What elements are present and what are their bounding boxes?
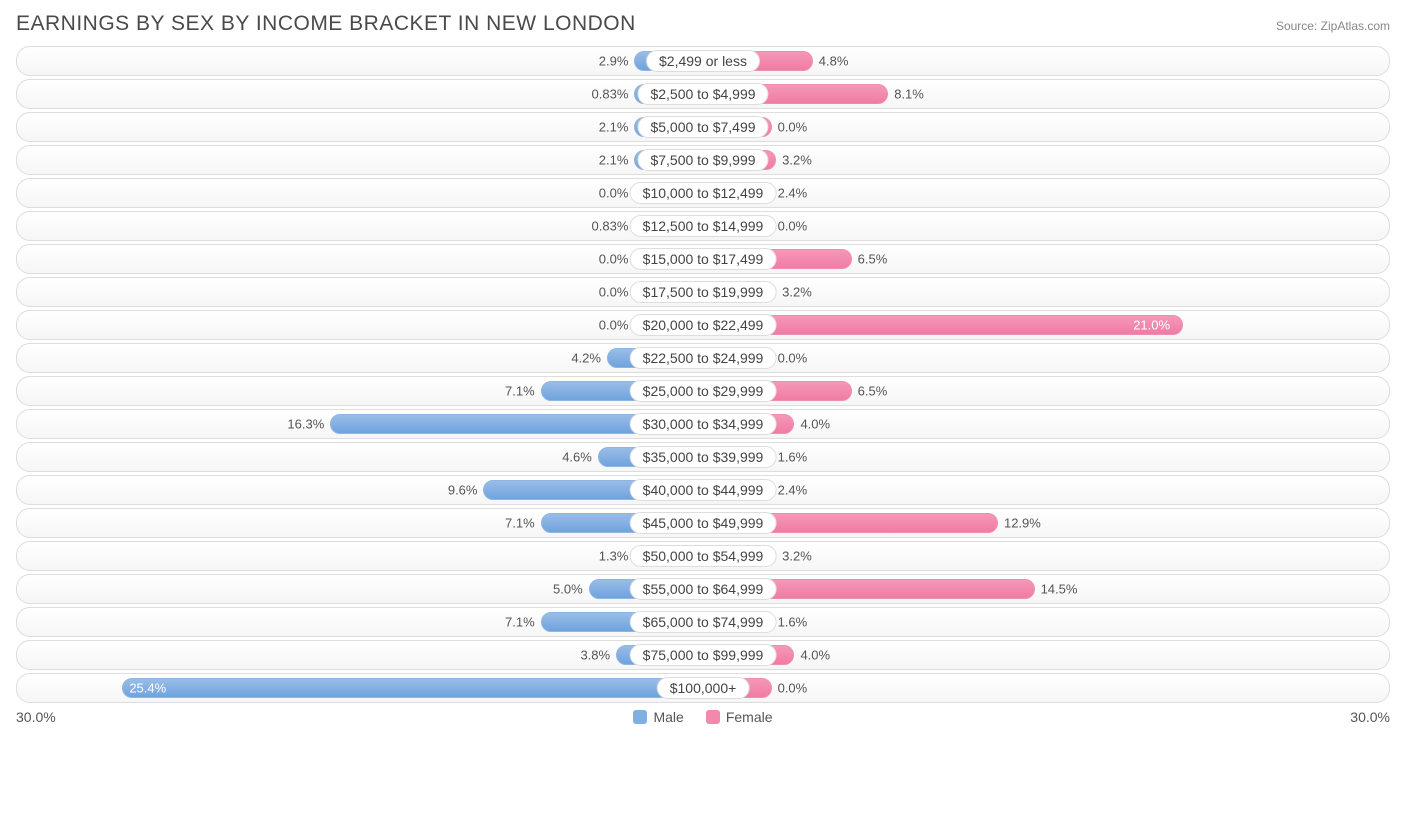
bracket-label: $65,000 to $74,999 (630, 611, 777, 633)
chart-row: 4.6% 1.6%$35,000 to $39,999 (16, 442, 1390, 472)
female-swatch-icon (706, 710, 720, 724)
bracket-label: $40,000 to $44,999 (630, 479, 777, 501)
bracket-label: $15,000 to $17,499 (630, 248, 777, 270)
chart-row: 4.2% 0.0%$22,500 to $24,999 (16, 343, 1390, 373)
male-pct-label: 9.6% (448, 483, 478, 498)
male-bar (122, 678, 703, 698)
female-pct-label: 0.0% (778, 351, 808, 366)
male-pct-label: 0.0% (599, 252, 629, 267)
male-pct-label: 0.0% (599, 285, 629, 300)
chart-row: 3.8% 4.0% $75,000 to $99,999 (16, 640, 1390, 670)
bracket-label: $20,000 to $22,499 (630, 314, 777, 336)
chart-row: 0.0% 2.4%$10,000 to $12,499 (16, 178, 1390, 208)
chart-header: EARNINGS BY SEX BY INCOME BRACKET IN NEW… (16, 12, 1390, 36)
male-pct-label: 3.8% (580, 648, 610, 663)
female-pct-label: 3.2% (782, 285, 812, 300)
bracket-label: $45,000 to $49,999 (630, 512, 777, 534)
male-pct-label: 25.4% (129, 681, 166, 696)
chart-row: 25.4% 0.0% $100,000+ (16, 673, 1390, 703)
bracket-label: $100,000+ (657, 677, 750, 699)
male-pct-label: 7.1% (505, 615, 535, 630)
bracket-label: $75,000 to $99,999 (630, 644, 777, 666)
male-pct-label: 0.83% (592, 87, 629, 102)
bracket-label: $2,499 or less (646, 50, 760, 72)
female-pct-label: 4.0% (800, 417, 830, 432)
bracket-label: $5,000 to $7,499 (637, 116, 768, 138)
legend-male-label: Male (653, 709, 683, 725)
male-pct-label: 5.0% (553, 582, 583, 597)
male-swatch-icon (633, 710, 647, 724)
female-pct-label: 4.8% (819, 54, 849, 69)
female-pct-label: 2.4% (778, 186, 808, 201)
bracket-label: $55,000 to $64,999 (630, 578, 777, 600)
bracket-label: $17,500 to $19,999 (630, 281, 777, 303)
bracket-label: $10,000 to $12,499 (630, 182, 777, 204)
female-pct-label: 3.2% (782, 549, 812, 564)
bracket-label: $22,500 to $24,999 (630, 347, 777, 369)
bracket-label: $7,500 to $9,999 (637, 149, 768, 171)
diverging-bar-chart: 2.9% 4.8% $2,499 or less 0.83% 8.1% $2,500 to… (16, 46, 1390, 703)
male-pct-label: 0.0% (599, 186, 629, 201)
chart-row: 16.3% 4.0% $30,000 to $34,999 (16, 409, 1390, 439)
legend-item-male: Male (633, 709, 683, 725)
male-pct-label: 7.1% (505, 516, 535, 531)
male-pct-label: 0.0% (599, 318, 629, 333)
female-pct-label: 4.0% (800, 648, 830, 663)
chart-footer: 30.0% Male Female 30.0% (16, 709, 1390, 725)
male-pct-label: 1.3% (599, 549, 629, 564)
bracket-label: $30,000 to $34,999 (630, 413, 777, 435)
chart-row: 0.0% 3.2% $17,500 to $19,999 (16, 277, 1390, 307)
chart-row: 2.1% 3.2% $7,500 to $9,999 (16, 145, 1390, 175)
chart-row: 0.83% 8.1% $2,500 to $4,999 (16, 79, 1390, 109)
bracket-label: $2,500 to $4,999 (637, 83, 768, 105)
chart-row: 7.1% 1.6%$65,000 to $74,999 (16, 607, 1390, 637)
bracket-label: $12,500 to $14,999 (630, 215, 777, 237)
legend-female-label: Female (726, 709, 773, 725)
female-pct-label: 2.4% (778, 483, 808, 498)
female-pct-label: 12.9% (1004, 516, 1041, 531)
legend: Male Female (633, 709, 772, 725)
male-pct-label: 7.1% (505, 384, 535, 399)
female-pct-label: 3.2% (782, 153, 812, 168)
axis-left-max: 30.0% (16, 709, 56, 725)
female-pct-label: 1.6% (778, 450, 808, 465)
female-pct-label: 6.5% (858, 384, 888, 399)
female-pct-label: 21.0% (1133, 318, 1170, 333)
male-pct-label: 2.1% (599, 120, 629, 135)
chart-row: 5.0% 14.5% $55,000 to $64,999 (16, 574, 1390, 604)
chart-row: 0.83% 0.0%$12,500 to $14,999 (16, 211, 1390, 241)
female-pct-label: 0.0% (778, 681, 808, 696)
female-pct-label: 6.5% (858, 252, 888, 267)
female-pct-label: 1.6% (778, 615, 808, 630)
bracket-label: $35,000 to $39,999 (630, 446, 777, 468)
chart-row: 7.1% 6.5% $25,000 to $29,999 (16, 376, 1390, 406)
axis-right-max: 30.0% (1350, 709, 1390, 725)
female-pct-label: 14.5% (1041, 582, 1078, 597)
chart-row: 0.0% 6.5% $15,000 to $17,499 (16, 244, 1390, 274)
chart-row: 9.6% 2.4%$40,000 to $44,999 (16, 475, 1390, 505)
male-pct-label: 0.83% (592, 219, 629, 234)
female-pct-label: 0.0% (778, 120, 808, 135)
female-pct-label: 8.1% (894, 87, 924, 102)
female-pct-label: 0.0% (778, 219, 808, 234)
bracket-label: $50,000 to $54,999 (630, 545, 777, 567)
male-pct-label: 2.9% (599, 54, 629, 69)
bracket-label: $25,000 to $29,999 (630, 380, 777, 402)
chart-title: EARNINGS BY SEX BY INCOME BRACKET IN NEW… (16, 12, 636, 36)
male-pct-label: 16.3% (287, 417, 324, 432)
male-pct-label: 4.6% (562, 450, 592, 465)
legend-item-female: Female (706, 709, 773, 725)
chart-row: 1.3% 3.2% $50,000 to $54,999 (16, 541, 1390, 571)
male-pct-label: 2.1% (599, 153, 629, 168)
source-attribution: Source: ZipAtlas.com (1276, 19, 1390, 33)
chart-row: 2.1% 0.0% $5,000 to $7,499 (16, 112, 1390, 142)
chart-row: 0.0% 21.0% $20,000 to $22,499 (16, 310, 1390, 340)
chart-row: 2.9% 4.8% $2,499 or less (16, 46, 1390, 76)
chart-row: 7.1% 12.9% $45,000 to $49,999 (16, 508, 1390, 538)
male-pct-label: 4.2% (571, 351, 601, 366)
